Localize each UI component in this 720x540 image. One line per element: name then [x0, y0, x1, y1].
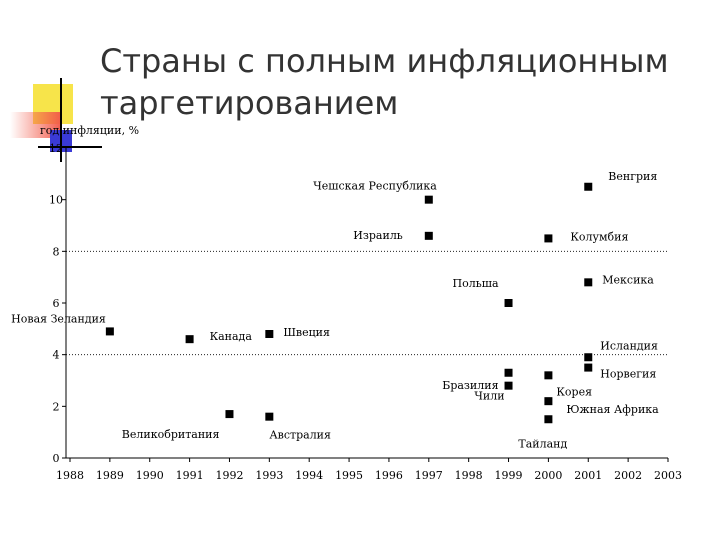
y-tick-label-8: 8: [53, 245, 60, 258]
data-points: Новая Зеландия Канада Великобритания Швеция…: [11, 170, 659, 451]
y-tick-label-0: 0: [53, 452, 60, 465]
data-point-label-11: Колумбия: [570, 230, 628, 243]
data-point-label-14: Тайланд: [518, 437, 567, 450]
data-point-5: [265, 412, 274, 421]
data-point-label-7: Израиль: [353, 229, 403, 242]
data-point-label-9: Бразилия: [442, 379, 498, 392]
data-point-12: [544, 371, 553, 380]
data-point-13: [544, 397, 553, 406]
y-tick-label-2: 2: [53, 400, 60, 413]
data-point-2: [185, 335, 194, 344]
x-tick-label-1988: 1988: [56, 469, 84, 482]
x-tick-label-1989: 1989: [96, 469, 124, 482]
data-point-label-1: Новая Зеландия: [11, 312, 106, 325]
data-point-label-16: Мексика: [602, 273, 654, 286]
data-point-10: [504, 381, 513, 390]
x-tick-label-1996: 1996: [375, 469, 403, 482]
decor-horizontal-line: [38, 146, 102, 148]
y-tick-label-6: 6: [53, 297, 60, 310]
data-point-label-3: Великобритания: [122, 428, 220, 441]
data-point-label-8: Польша: [453, 277, 499, 290]
axis-ticks: 1988 1989 1990 1991 1992 1993 1994 1995 1996 1997…: [49, 142, 682, 482]
data-point-label-15: Венгрия: [608, 170, 657, 183]
x-tick-label-2000: 2000: [534, 469, 562, 482]
y-tick-label-top: 12: [49, 142, 63, 155]
decor-vertical-line: [60, 78, 62, 162]
data-point-label-6: Чешская Республика: [313, 180, 437, 193]
x-tick-label-1991: 1991: [176, 469, 204, 482]
slide-title-line-2: таргетированием: [100, 84, 399, 122]
data-point-15: [584, 182, 593, 191]
data-point-label-4: Швеция: [283, 326, 330, 339]
data-point-label-18: Норвегия: [600, 368, 656, 381]
x-tick-label-1993: 1993: [255, 469, 283, 482]
slide-title: Страны с полным инфляционным таргетирова…: [100, 40, 700, 124]
x-tick-label-2001: 2001: [574, 469, 602, 482]
x-tick-label-1997: 1997: [415, 469, 443, 482]
slide-title-line-1: Страны с полным инфляционным: [100, 42, 669, 80]
data-point-14: [544, 415, 553, 424]
data-point-6: [424, 195, 433, 204]
data-point-label-2: Канада: [210, 330, 253, 343]
data-point-label-13: Южная Африка: [566, 403, 659, 416]
data-point-1: [105, 327, 114, 336]
data-point-7: [424, 231, 433, 240]
x-tick-label-1992: 1992: [215, 469, 243, 482]
y-axis-title: год инфляции, %: [40, 124, 139, 137]
data-point-16: [584, 278, 593, 287]
data-point-17: [584, 353, 593, 362]
data-point-label-5: Австралия: [269, 429, 331, 442]
data-point-8: [504, 299, 513, 307]
y-tick-label-4: 4: [53, 349, 60, 362]
data-point-label-17: Исландия: [600, 339, 658, 352]
data-point-4: [265, 330, 274, 338]
data-point-9: [504, 368, 513, 377]
data-point-label-10: Чили: [474, 390, 504, 403]
x-tick-label-2002: 2002: [614, 469, 642, 482]
x-tick-label-2003: 2003: [654, 469, 682, 482]
data-point-18: [584, 363, 593, 372]
y-tick-label-10: 10: [49, 194, 63, 207]
x-tick-label-1990: 1990: [136, 469, 164, 482]
data-point-11: [544, 234, 553, 243]
x-tick-label-1994: 1994: [295, 469, 323, 482]
x-tick-label-1998: 1998: [455, 469, 483, 482]
x-tick-label-1995: 1995: [335, 469, 363, 482]
grid-lines: [66, 250, 668, 356]
data-point-label-12: Корея: [556, 385, 592, 398]
data-point-3: [225, 410, 234, 419]
x-tick-label-1999: 1999: [495, 469, 523, 482]
